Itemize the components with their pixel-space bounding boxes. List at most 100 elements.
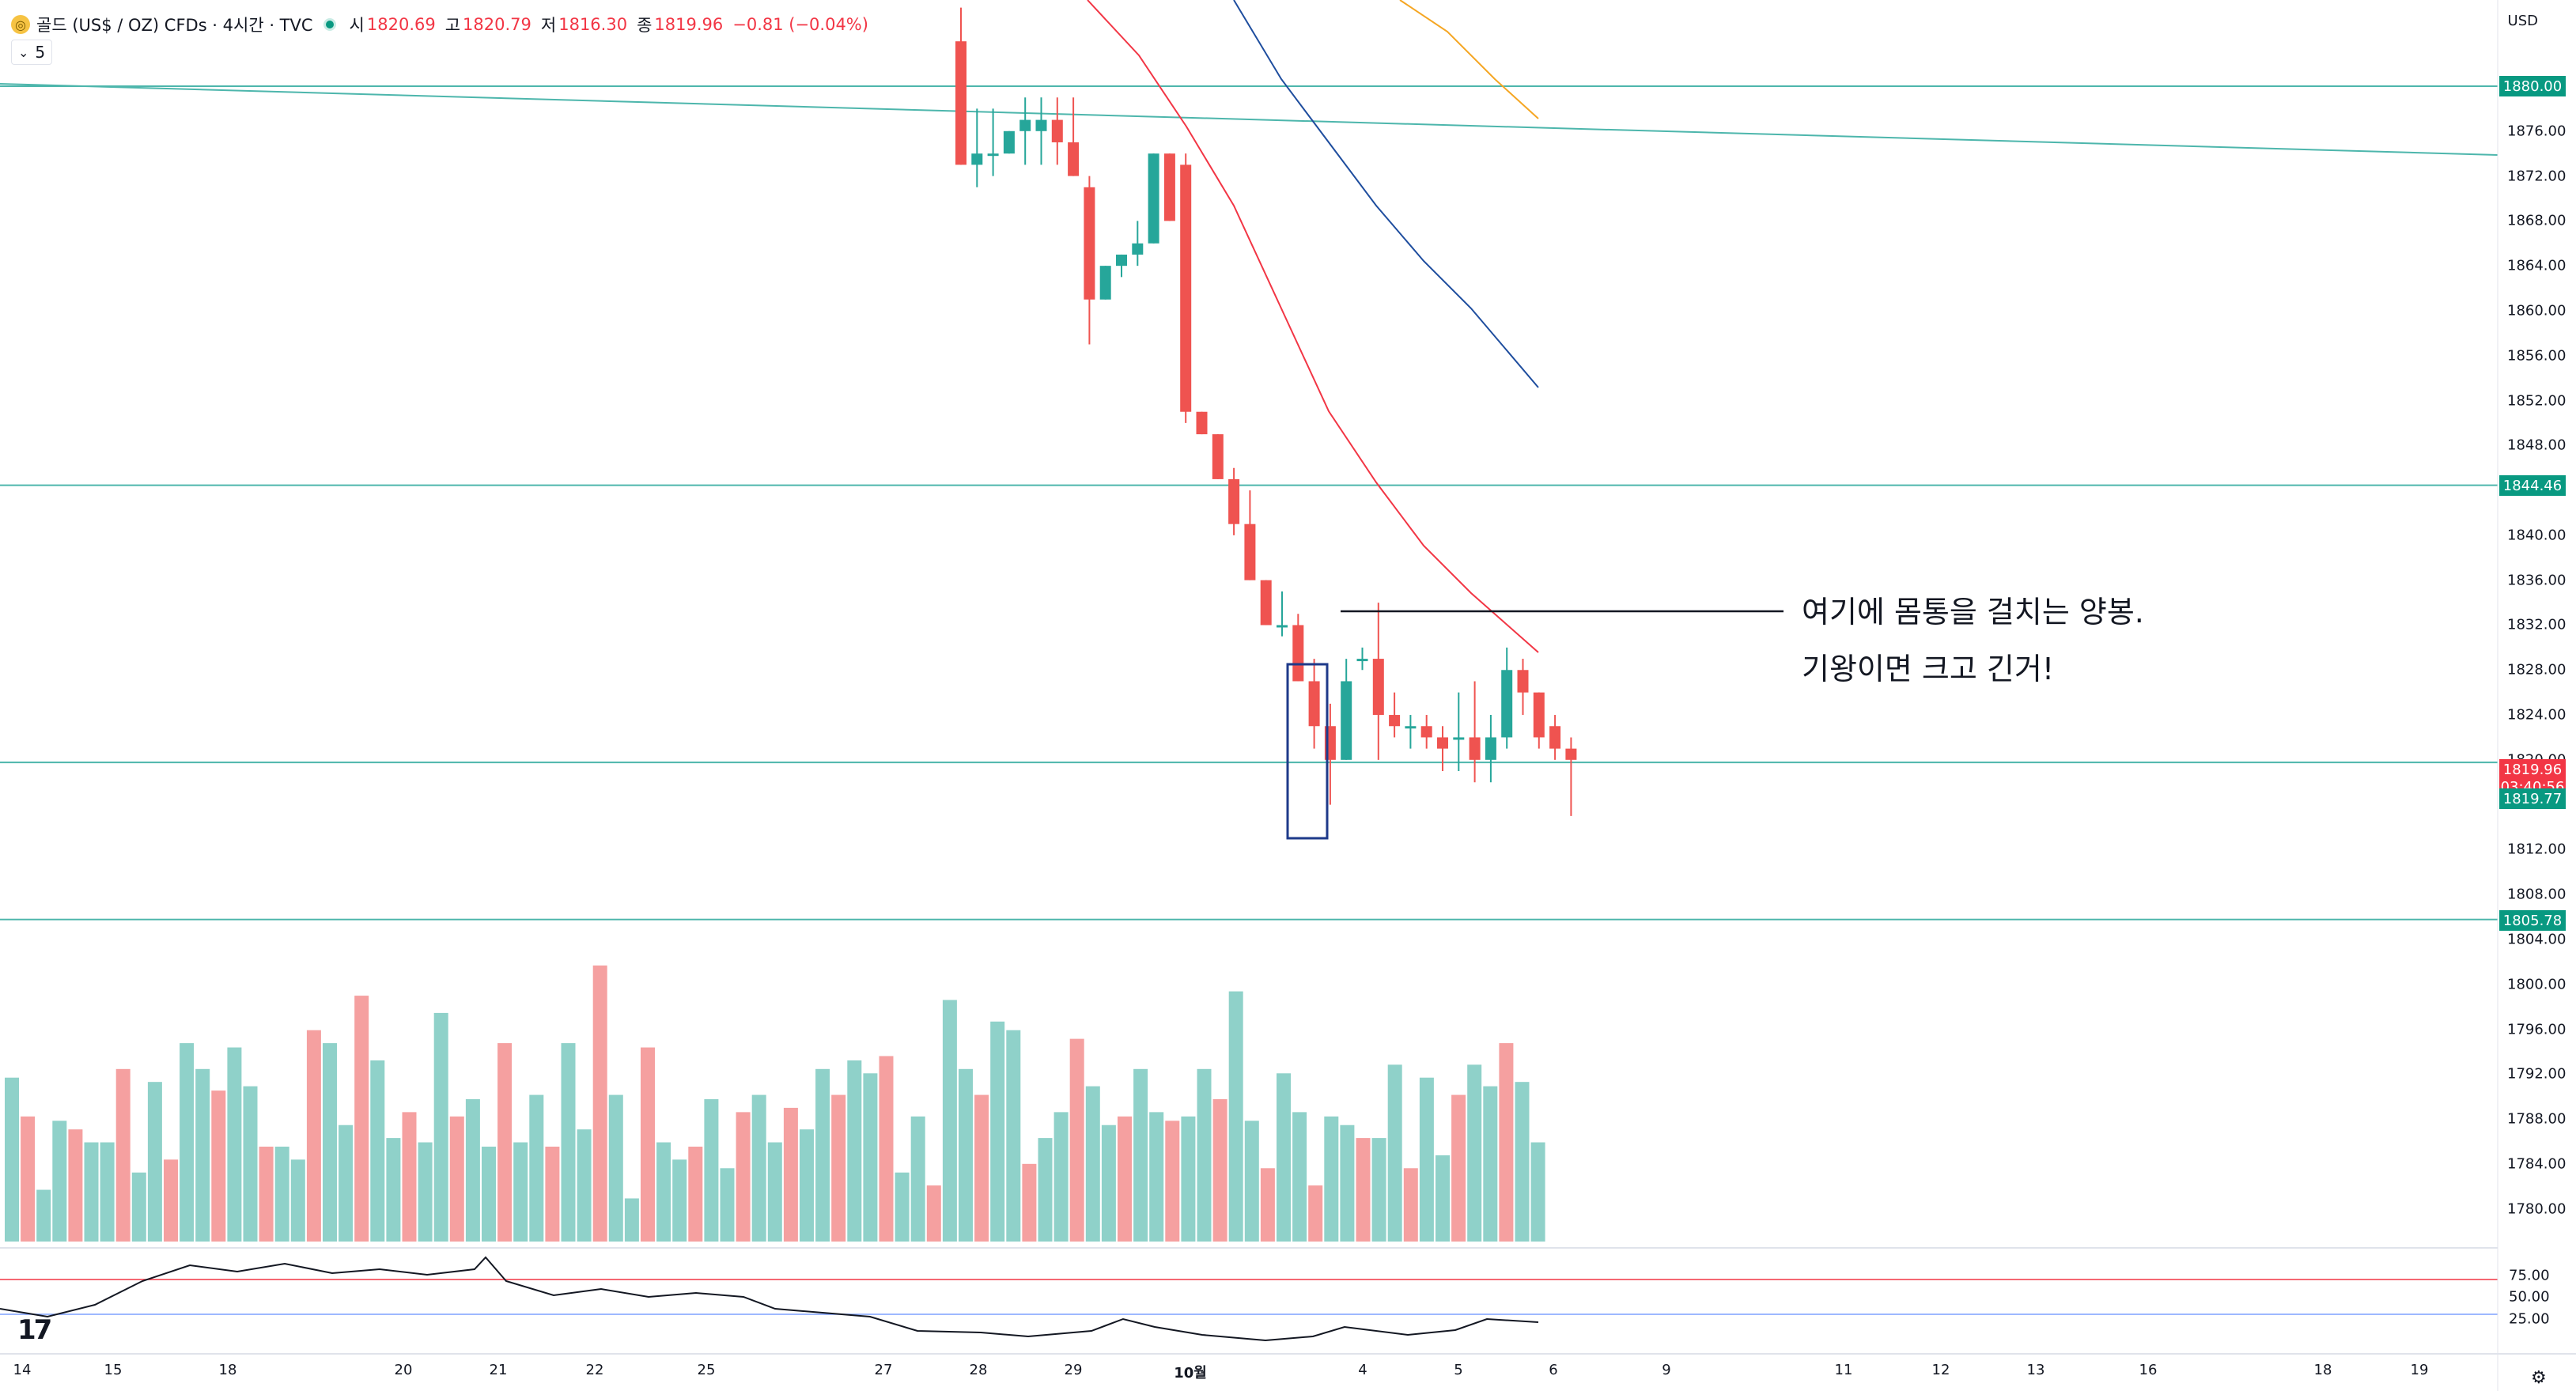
candle-body bbox=[987, 153, 999, 157]
volume-bar bbox=[306, 1030, 321, 1242]
price-tick-label: 1868.00 bbox=[2507, 212, 2567, 229]
volume-bar bbox=[1149, 1112, 1164, 1242]
candle-body bbox=[1485, 737, 1496, 760]
time-tick-label: 9 bbox=[1662, 1362, 1671, 1378]
volume-bar bbox=[1228, 991, 1243, 1242]
volume-bar bbox=[1467, 1064, 1482, 1242]
price-tick-label: 1792.00 bbox=[2507, 1065, 2567, 1083]
candle-body bbox=[1212, 434, 1224, 479]
time-tick-label: 27 bbox=[874, 1362, 893, 1378]
candle-body bbox=[1453, 737, 1465, 740]
level-tag-1819: 1819.77 bbox=[2499, 788, 2566, 809]
candle-body bbox=[1469, 737, 1481, 760]
volume-bar bbox=[688, 1147, 703, 1242]
volume-bar bbox=[1499, 1043, 1514, 1242]
candle-body bbox=[955, 41, 966, 165]
candle-body bbox=[1180, 164, 1192, 412]
open-label: 시 bbox=[349, 16, 365, 35]
volume-bar bbox=[211, 1090, 226, 1242]
time-tick-label: 18 bbox=[218, 1362, 237, 1378]
ma-red-line bbox=[1087, 0, 1539, 653]
volume-bar bbox=[1387, 1064, 1402, 1242]
price-tick-label: 1780.00 bbox=[2507, 1200, 2567, 1218]
volume-bar bbox=[1356, 1138, 1371, 1242]
level-tag-1844: 1844.46 bbox=[2499, 475, 2566, 496]
candle-body bbox=[1292, 625, 1304, 682]
volume-bar bbox=[815, 1068, 830, 1242]
volume-bar bbox=[656, 1142, 671, 1242]
volume-bar bbox=[513, 1142, 528, 1242]
level-tag-1880: 1880.00 bbox=[2499, 76, 2566, 96]
volume-bar bbox=[68, 1129, 83, 1242]
volume-bar bbox=[624, 1198, 639, 1242]
volume-bar bbox=[1419, 1077, 1434, 1242]
volume-bar bbox=[1277, 1073, 1291, 1242]
candle-body bbox=[1116, 254, 1127, 266]
volume-bar bbox=[497, 1043, 513, 1242]
volume-bar bbox=[1483, 1086, 1498, 1242]
ma-orange-line bbox=[1399, 0, 1539, 119]
price-tick-label: 1852.00 bbox=[2507, 392, 2567, 410]
time-tick-label: 25 bbox=[697, 1362, 716, 1378]
candle-body bbox=[1356, 659, 1368, 662]
time-tick-label: 5 bbox=[1454, 1362, 1463, 1378]
time-tick-label: 6 bbox=[1549, 1362, 1558, 1378]
time-tick-label: 20 bbox=[394, 1362, 413, 1378]
volume-bar bbox=[720, 1168, 735, 1242]
symbol-header[interactable]: ◎ 골드 (US$ / OZ) CFDs · 4시간 · TVC 시 1820.… bbox=[11, 11, 878, 38]
volume-bar bbox=[402, 1112, 417, 1242]
volume-bar bbox=[465, 1099, 480, 1242]
tradingview-logo[interactable]: 17 bbox=[17, 1314, 52, 1346]
time-tick-label: 10월 bbox=[1174, 1365, 1207, 1382]
low-label: 저 bbox=[540, 16, 557, 35]
price-tick-label: 1832.00 bbox=[2507, 616, 2567, 633]
volume-bar bbox=[577, 1129, 592, 1242]
price-tick-label: 1808.00 bbox=[2507, 886, 2567, 903]
close-value: 1819.96 bbox=[654, 15, 724, 34]
indicator-toggle[interactable]: ⌄ 5 bbox=[11, 40, 53, 65]
volume-bar bbox=[863, 1073, 878, 1242]
candle-body bbox=[1035, 119, 1047, 131]
volume-bar bbox=[5, 1077, 19, 1242]
candle-body bbox=[1019, 119, 1031, 131]
candle-body bbox=[1148, 153, 1159, 244]
currency-label[interactable]: USD bbox=[2507, 13, 2538, 29]
time-tick-label: 12 bbox=[1931, 1362, 1950, 1378]
volume-bar bbox=[1371, 1138, 1386, 1242]
gear-icon[interactable]: ⚙ bbox=[2531, 1368, 2547, 1388]
candle-body bbox=[1051, 119, 1063, 142]
volume-bar bbox=[561, 1043, 576, 1242]
volume-bar bbox=[1101, 1125, 1116, 1242]
volume-bar bbox=[386, 1138, 401, 1242]
volume-bar bbox=[641, 1047, 655, 1242]
volume-bar bbox=[672, 1159, 687, 1242]
candle-body bbox=[1437, 737, 1448, 749]
volume-bar bbox=[147, 1082, 162, 1242]
volume-layer bbox=[5, 965, 1545, 1242]
volume-bar bbox=[259, 1147, 274, 1242]
volume-bar bbox=[115, 1068, 131, 1242]
symbol-title[interactable]: 골드 (US$ / OZ) CFDs · 4시간 · TVC bbox=[36, 16, 313, 35]
price-tick-label: 1848.00 bbox=[2507, 437, 2567, 454]
volume-bar bbox=[910, 1116, 925, 1242]
market-open-dot-icon bbox=[325, 21, 334, 28]
time-tick-label: 29 bbox=[1064, 1362, 1083, 1378]
high-value: 1820.79 bbox=[463, 15, 531, 34]
candle-body bbox=[971, 153, 983, 165]
candle-body bbox=[1003, 130, 1015, 154]
volume-bar bbox=[592, 965, 607, 1242]
price-tick-label: 1864.00 bbox=[2507, 257, 2567, 274]
volume-bar bbox=[545, 1147, 560, 1242]
volume-bar bbox=[800, 1129, 814, 1242]
time-tick-label: 16 bbox=[2139, 1362, 2158, 1378]
volume-bar bbox=[482, 1147, 496, 1242]
level-tag-1805: 1805.78 bbox=[2499, 910, 2566, 931]
price-tick-label: 1856.00 bbox=[2507, 347, 2567, 365]
volume-bar bbox=[879, 1056, 894, 1242]
volume-bar bbox=[1053, 1112, 1069, 1242]
price-tick-label: 1860.00 bbox=[2507, 302, 2567, 319]
volume-bar bbox=[736, 1112, 751, 1242]
candle-body bbox=[1517, 670, 1529, 693]
open-value: 1820.69 bbox=[366, 15, 436, 34]
